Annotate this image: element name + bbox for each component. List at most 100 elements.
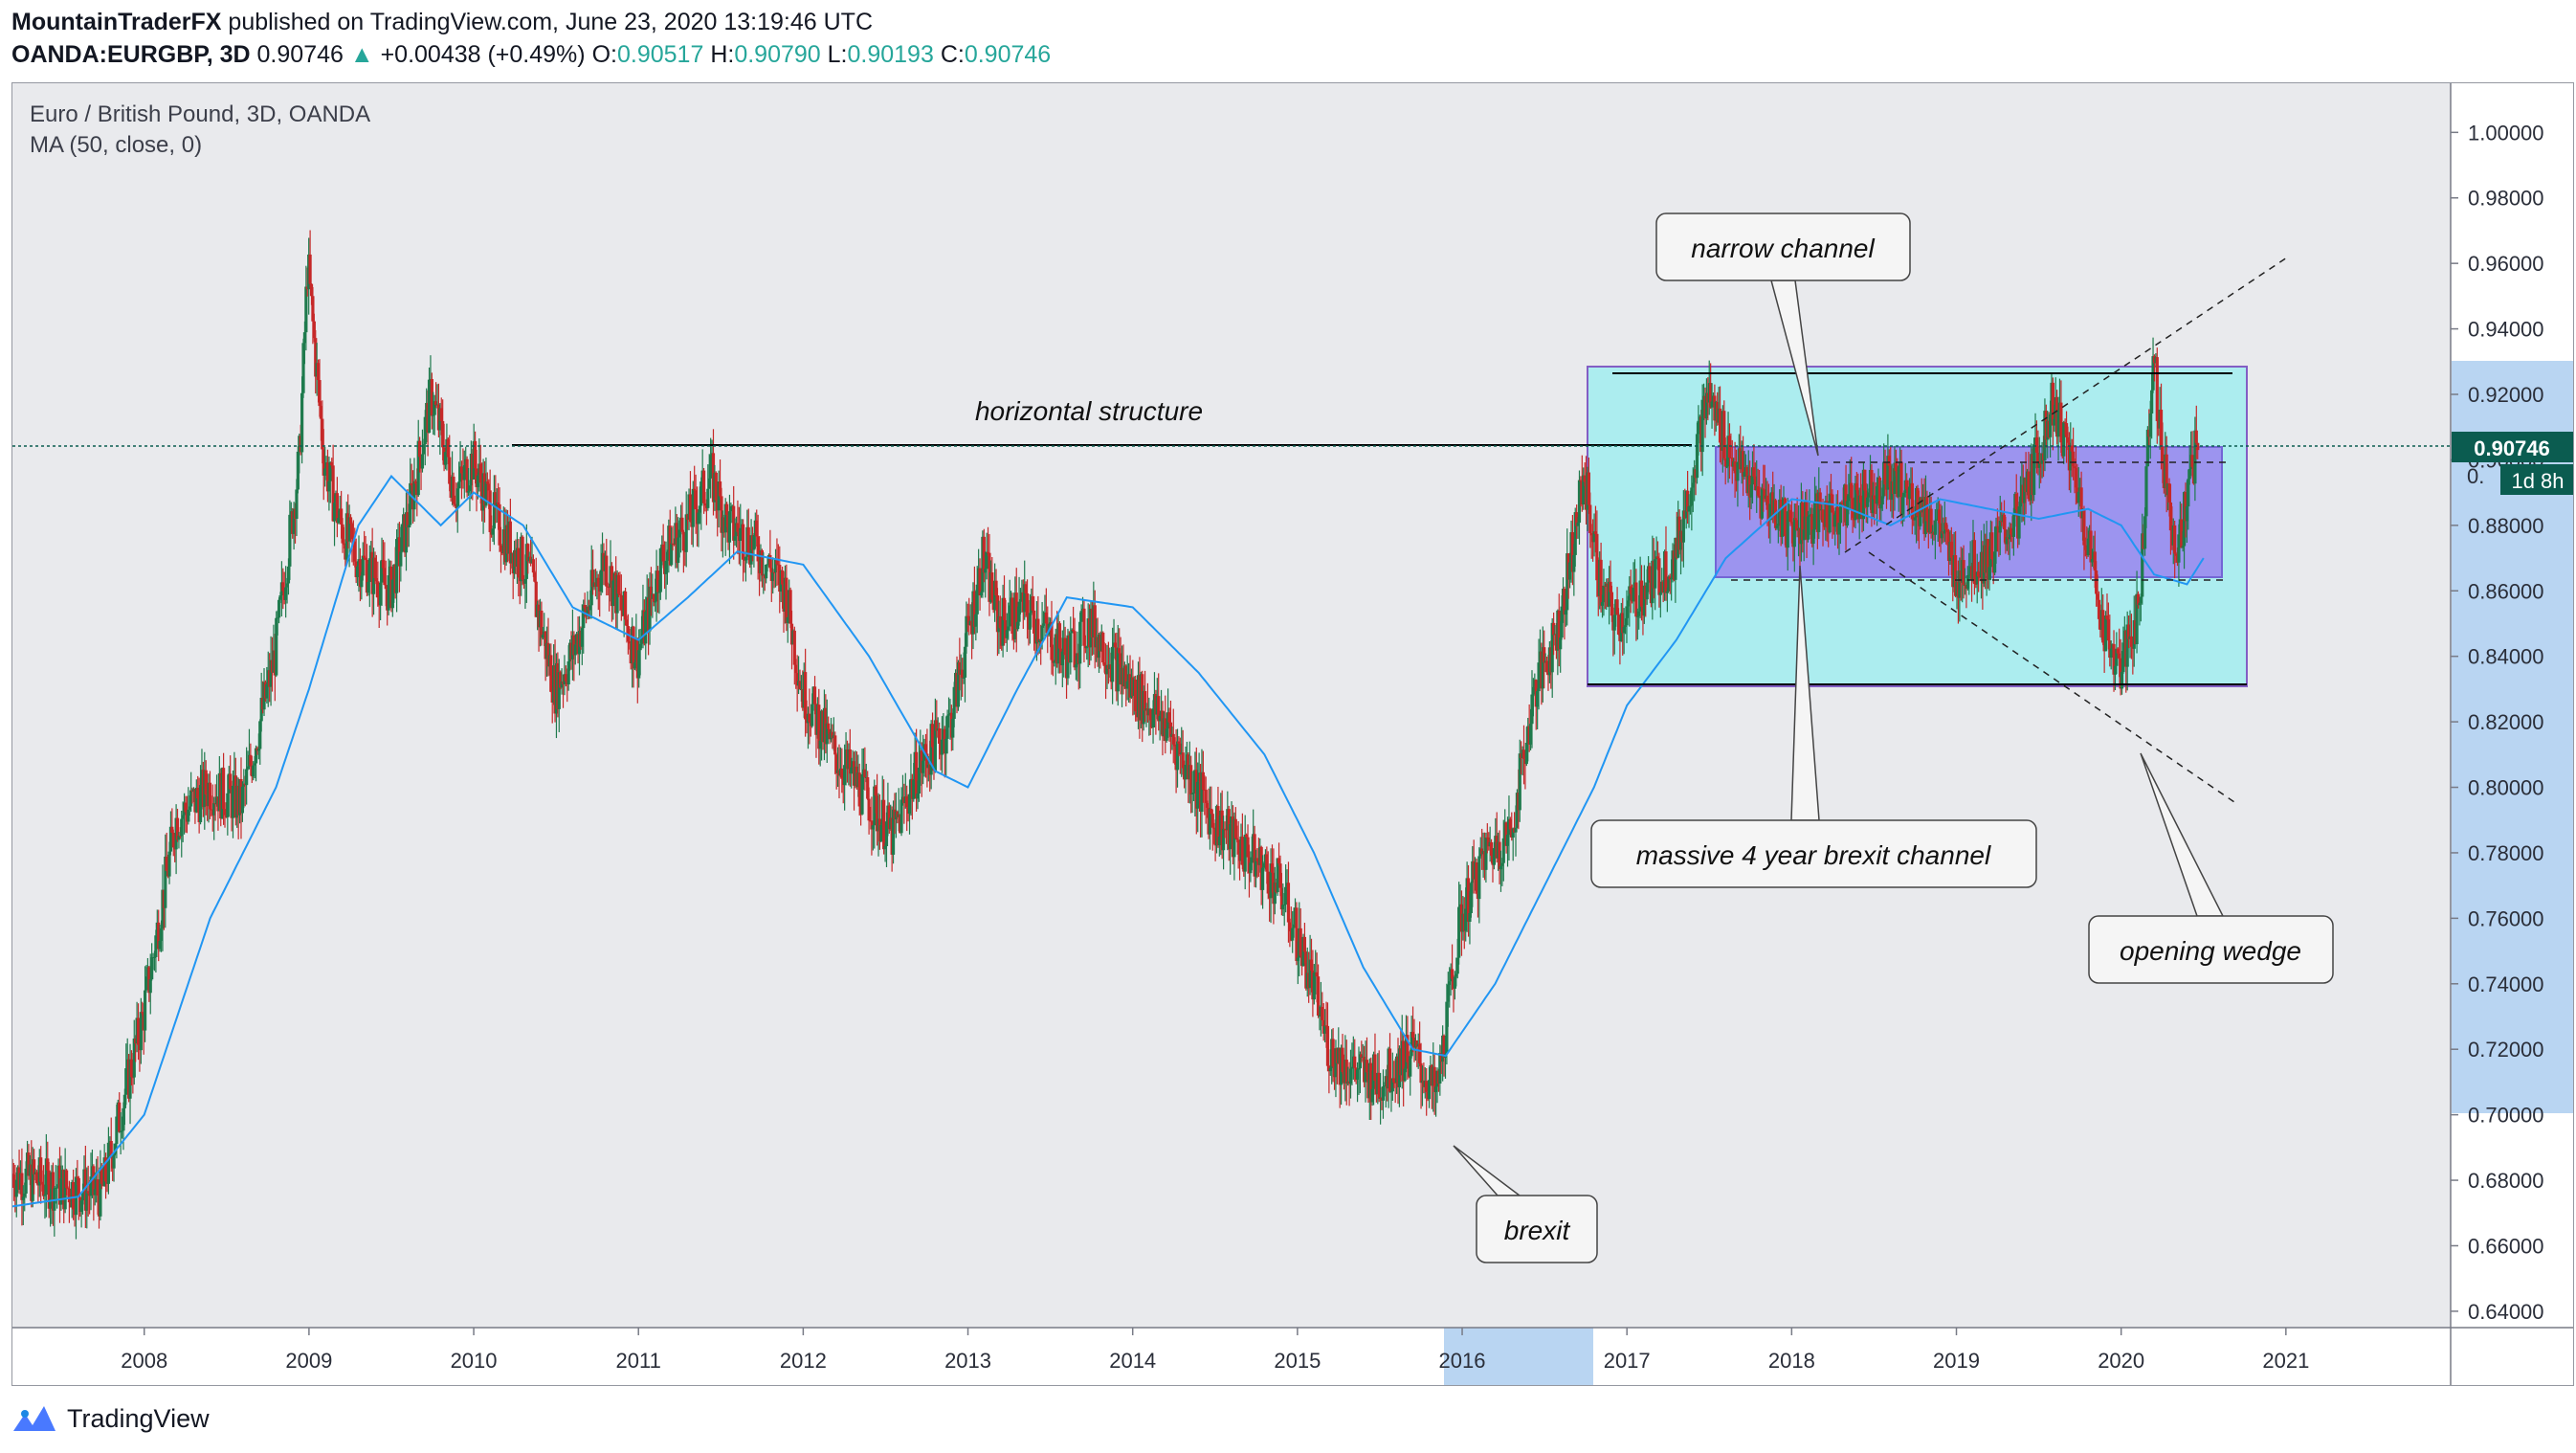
candle-body <box>1593 531 1598 534</box>
candle-body <box>1753 476 1757 490</box>
candle-body <box>300 392 304 453</box>
candle-body <box>1612 615 1616 631</box>
candle-body <box>2112 643 2116 675</box>
candle-body <box>626 626 630 641</box>
candle-body <box>827 723 831 729</box>
candle-body <box>633 662 637 669</box>
candle-body <box>1085 646 1089 649</box>
candle-body <box>2120 672 2124 689</box>
price-axis[interactable]: 1.000000.980000.960000.940000.920000.900… <box>2451 121 2544 1324</box>
candle-body <box>1833 514 1837 527</box>
candle-body <box>2125 624 2129 667</box>
candle-body <box>308 254 312 284</box>
candle-body <box>788 590 792 624</box>
candle-body <box>2004 529 2008 545</box>
candle-body <box>1877 478 1882 509</box>
candle-body <box>1995 525 2000 527</box>
candle-body <box>963 646 967 678</box>
callout-opening-wedge[interactable]: opening wedge <box>2088 915 2334 984</box>
candle-body <box>231 785 235 818</box>
time-axis[interactable]: 2008 2009 2010 2011 2012 2013 2014 2015 2016 2017… <box>121 1328 2309 1373</box>
candle-body <box>2145 429 2149 467</box>
candle-body <box>1828 493 1832 533</box>
candle-body <box>1567 562 1572 580</box>
candle-body <box>478 463 482 483</box>
ma-50-line[interactable] <box>12 474 2205 1208</box>
candle-body <box>281 582 285 592</box>
candle-body <box>1350 1066 1354 1069</box>
callout-narrow-channel[interactable]: narrow channel <box>1655 212 1911 281</box>
candle-body <box>358 559 363 588</box>
callout-brexit[interactable]: brexit <box>1476 1195 1598 1263</box>
candle-body <box>1894 462 1898 472</box>
candle-body <box>672 544 677 546</box>
candle-body <box>420 454 425 469</box>
candle-body <box>2138 603 2142 606</box>
candle-body <box>328 462 332 481</box>
candle-body <box>718 481 722 497</box>
candle-body <box>1388 1048 1392 1092</box>
candle-body <box>1318 1015 1321 1017</box>
candle-body <box>2161 446 2165 461</box>
candle-body <box>365 559 369 593</box>
candle-body <box>701 470 706 503</box>
candle-body <box>1008 605 1011 627</box>
ma-layer <box>12 474 2205 1208</box>
high-label: H: <box>710 41 735 68</box>
candle-body <box>1177 741 1181 744</box>
candle-body <box>1235 838 1239 840</box>
candle-body <box>1760 488 1764 519</box>
publish-line: MountainTraderFX published on TradingVie… <box>11 6 1051 38</box>
candle-body <box>1622 626 1626 634</box>
price-tag-partial: 0. <box>2467 464 2484 488</box>
candle-body <box>1575 512 1579 526</box>
candle-body <box>972 591 976 627</box>
candle-body <box>658 548 662 592</box>
candle-body <box>223 809 227 816</box>
candle-body <box>418 440 422 458</box>
candle-body <box>380 559 384 583</box>
candle-body <box>1831 494 1834 513</box>
chart-svg[interactable]: narrow channel massive 4 year brexit cha… <box>12 83 2574 1386</box>
candle-body <box>80 1193 85 1201</box>
candle-body <box>1171 733 1175 745</box>
author-name[interactable]: MountainTraderFX <box>11 9 222 35</box>
candle-body <box>1191 792 1196 794</box>
candle-body <box>1101 632 1105 663</box>
candle-body <box>453 503 456 505</box>
tradingview-logo-icon[interactable] <box>11 1402 57 1435</box>
candle-body <box>2196 442 2200 451</box>
candle-body <box>1487 837 1491 847</box>
candle-body <box>2027 471 2031 500</box>
candle-body <box>1541 647 1544 689</box>
candle-body <box>363 555 366 558</box>
candle-body <box>975 584 979 615</box>
candle-body <box>979 592 984 596</box>
candle-body <box>374 578 378 582</box>
time-tick-label: 2015 <box>1274 1349 1321 1373</box>
candle-body <box>1710 401 1714 408</box>
candle-body <box>295 489 299 520</box>
candle-body <box>875 795 879 832</box>
chart-frame[interactable]: narrow channel massive 4 year brexit cha… <box>11 82 2574 1386</box>
candle-body <box>655 570 660 592</box>
candle-body <box>912 779 916 799</box>
candle-body <box>2089 530 2093 563</box>
candle-body <box>1536 691 1540 707</box>
candles-layer <box>12 230 2200 1240</box>
candle-body <box>109 1141 113 1157</box>
candle-body <box>2009 527 2013 535</box>
candle-body <box>611 580 615 607</box>
candle-body <box>252 765 255 777</box>
candle-body <box>1795 520 1799 531</box>
candle-body <box>1595 533 1599 581</box>
callout-brexit-channel[interactable]: massive 4 year brexit channel <box>1590 819 2037 888</box>
candle-body <box>342 543 346 546</box>
candle-body <box>2174 553 2178 556</box>
footer-brand[interactable]: TradingView <box>67 1403 210 1433</box>
candle-body <box>884 821 889 847</box>
wedge-upper-line[interactable] <box>1844 255 2291 553</box>
candle-body <box>1817 492 1821 532</box>
candle-body <box>1821 509 1825 523</box>
candle-body <box>798 681 802 690</box>
